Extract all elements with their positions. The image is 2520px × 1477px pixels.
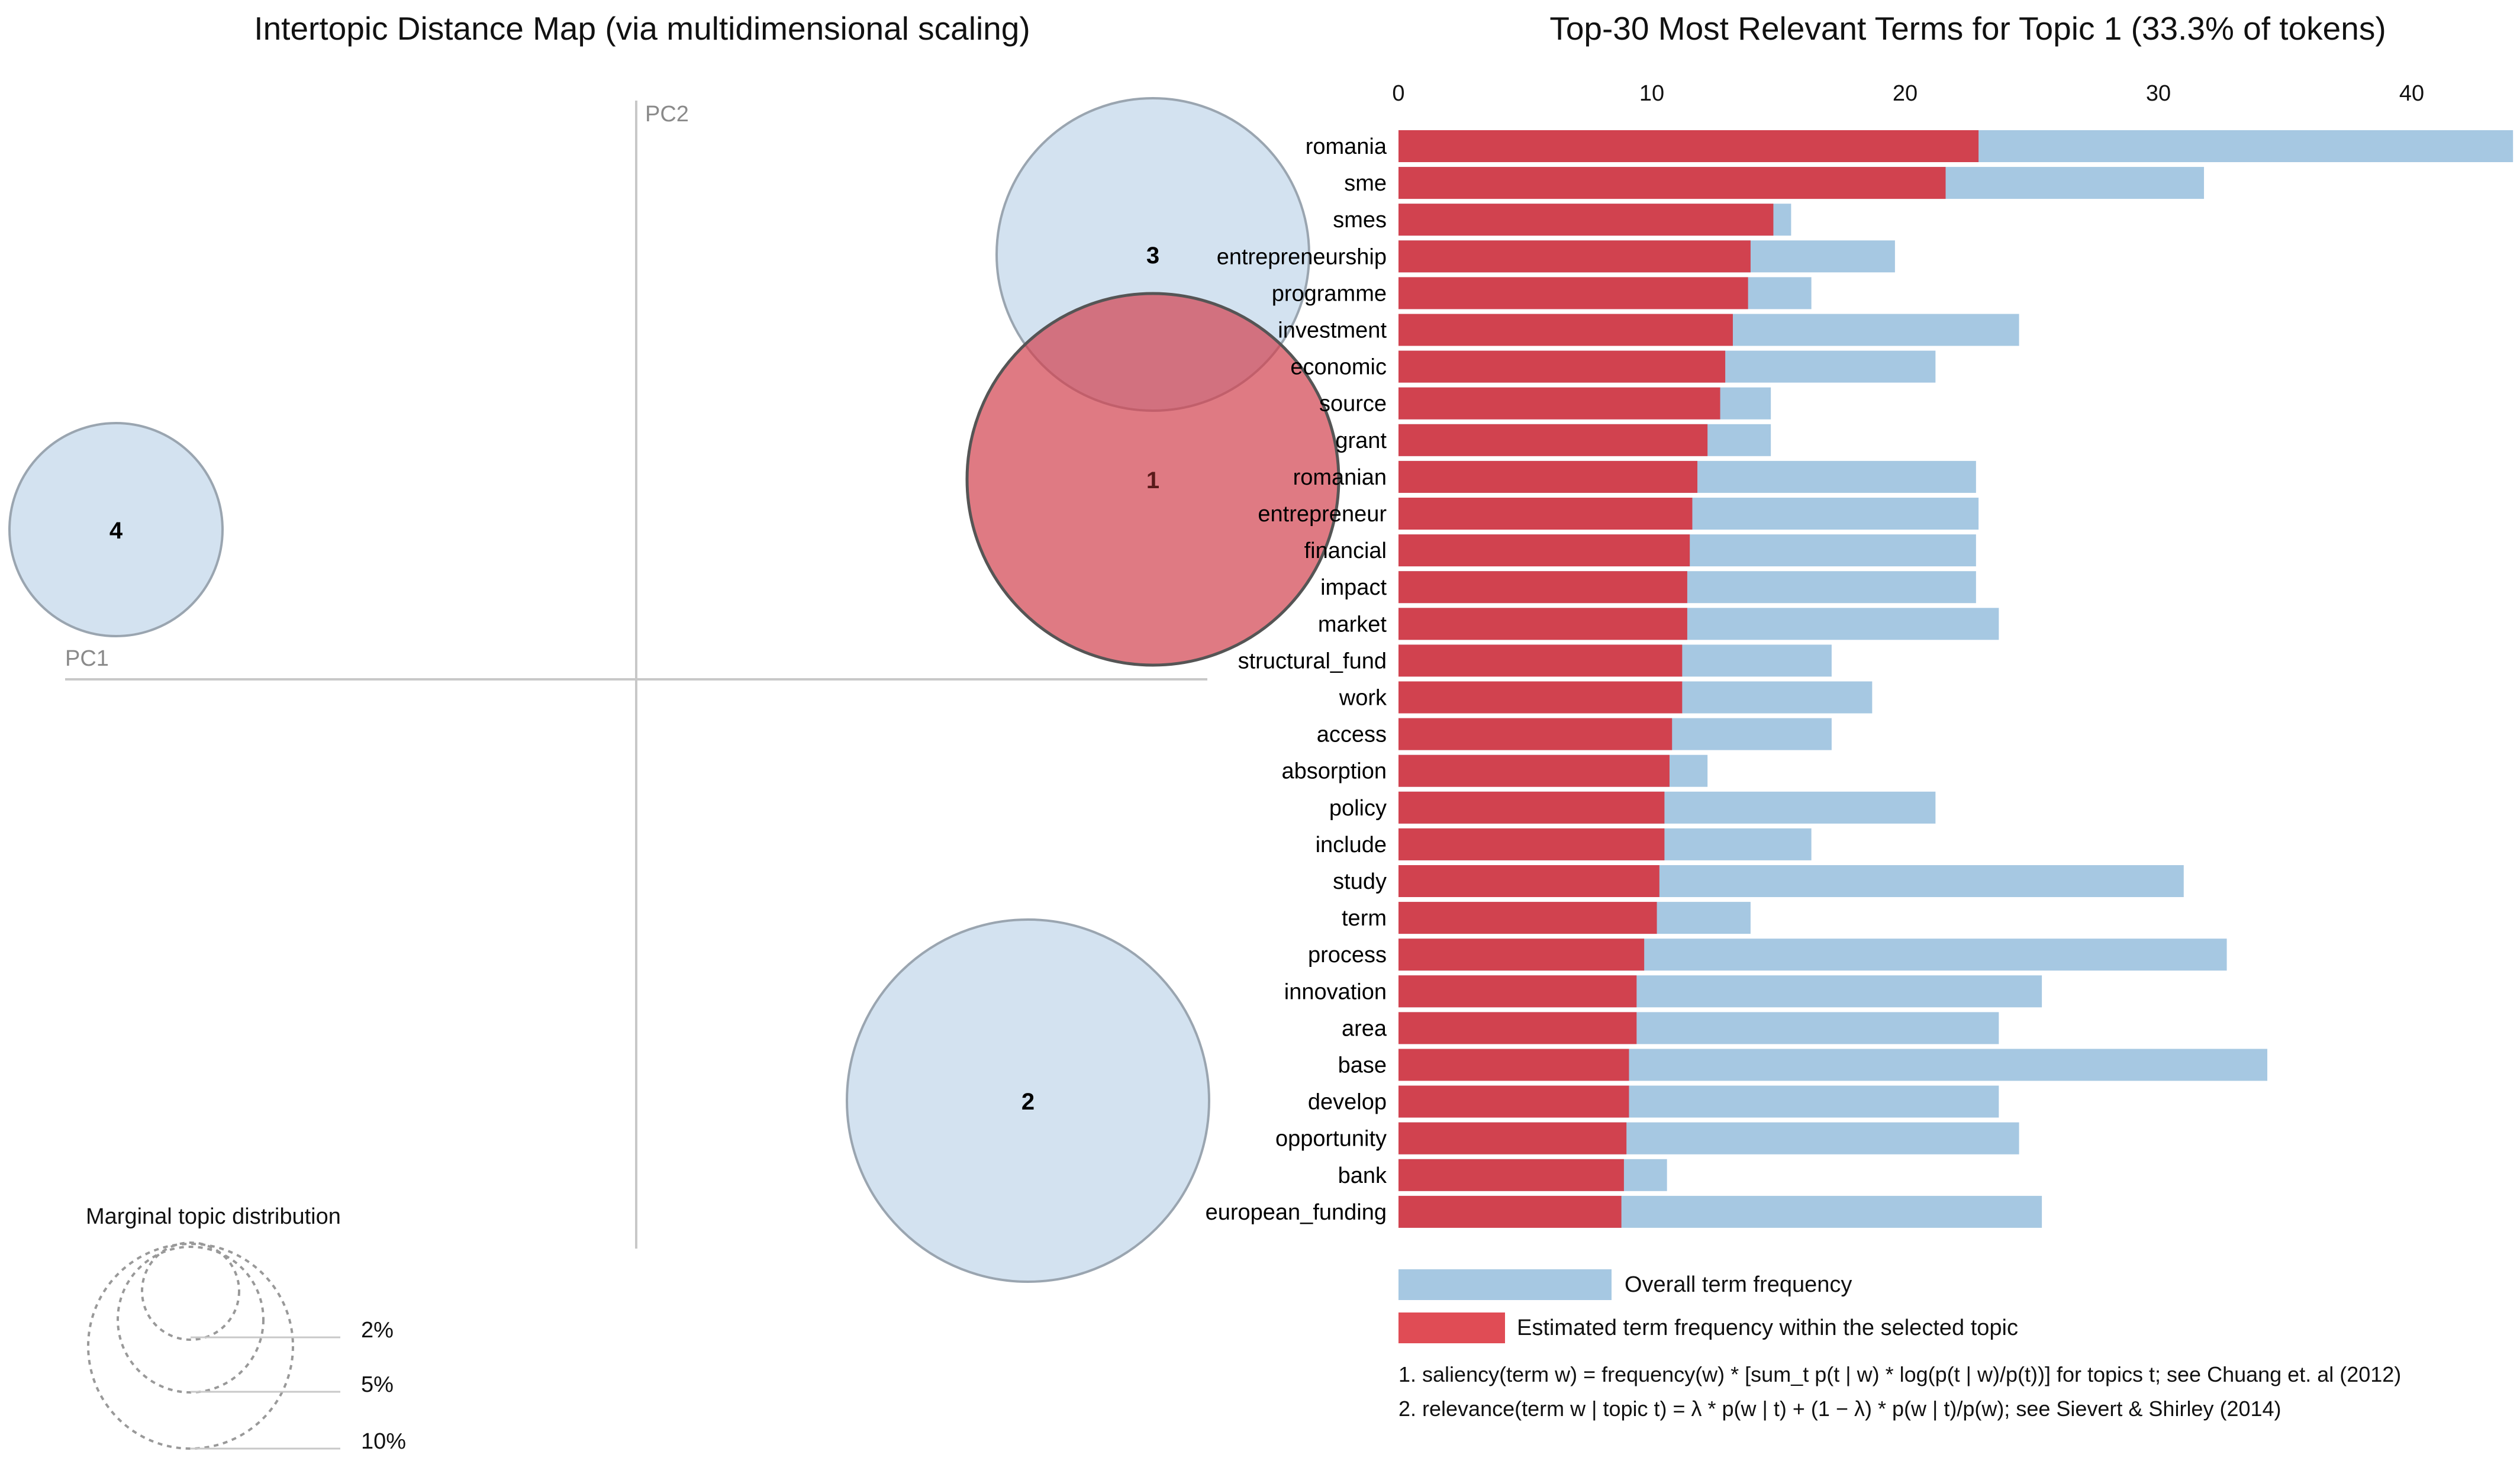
term-label-develop[interactable]: develop [1308, 1090, 1387, 1115]
bar-topic-programme[interactable] [1398, 277, 1748, 309]
term-label-innovation[interactable]: innovation [1284, 979, 1387, 1004]
bar-x-axis: 0 10 20 30 40 [1392, 81, 2424, 106]
term-label-work[interactable]: work [1339, 686, 1387, 711]
bar-topic-area[interactable] [1398, 1012, 1637, 1044]
x-tick-label: 30 [2146, 81, 2171, 106]
bar-topic-entrepreneur[interactable] [1398, 498, 1693, 530]
intertopic-map: Intertopic Distance Map (via multidimens… [8, 10, 1340, 1454]
term-label-entrepreneur[interactable]: entrepreneur [1258, 502, 1387, 527]
term-label-bank[interactable]: bank [1338, 1163, 1387, 1188]
bar-topic-grant[interactable] [1398, 424, 1708, 456]
marginal-label-5pct: 5% [361, 1372, 394, 1397]
marginal-label-10pct: 10% [361, 1429, 406, 1454]
footnote-saliency: 1. saliency(term w) = frequency(w) * [su… [1398, 1362, 2401, 1386]
marginal-circle-5pct [117, 1246, 265, 1394]
term-label-impact[interactable]: impact [1320, 575, 1387, 600]
bar-topic-include[interactable] [1398, 828, 1665, 860]
topic-label-3: 3 [1146, 243, 1159, 269]
bar-topic-study[interactable] [1398, 865, 1659, 897]
bar-topic-policy[interactable] [1398, 791, 1665, 824]
term-label-economic[interactable]: economic [1290, 355, 1387, 380]
term-label-smes[interactable]: smes [1333, 208, 1387, 233]
x-tick-label: 10 [1639, 81, 1664, 106]
term-label-access[interactable]: access [1317, 723, 1387, 747]
term-label-financial[interactable]: financial [1304, 538, 1387, 563]
term-label-policy[interactable]: policy [1329, 796, 1387, 821]
term-label-area[interactable]: area [1342, 1016, 1387, 1041]
bar-topic-work[interactable] [1398, 681, 1683, 714]
bar-legend: Overall term frequency Estimated term fr… [1398, 1269, 2018, 1343]
term-label-entrepreneurship[interactable]: entrepreneurship [1217, 244, 1387, 269]
topic-label-4: 4 [109, 518, 123, 544]
topic-circles: 3 1 2 4 [8, 97, 1340, 1283]
map-title: Intertopic Distance Map (via multidimens… [254, 10, 1030, 47]
marginal-circle-2pct [141, 1241, 240, 1341]
x-tick-label: 40 [2399, 81, 2424, 106]
term-label-investment[interactable]: investment [1278, 318, 1387, 343]
bar-topic-romania[interactable] [1398, 130, 1979, 162]
bar-topic-term[interactable] [1398, 902, 1657, 934]
term-label-programme[interactable]: programme [1272, 281, 1387, 306]
bar-topic-smes[interactable] [1398, 204, 1774, 236]
bar-topic-entrepreneurship[interactable] [1398, 240, 1751, 273]
bar-topic-source[interactable] [1398, 387, 1720, 420]
x-tick-label: 0 [1392, 81, 1404, 106]
pc2-axis-label: PC2 [645, 102, 689, 127]
topic-circle-2[interactable] [846, 918, 1210, 1283]
term-label-european_funding[interactable]: european_funding [1206, 1200, 1387, 1225]
term-label-structural_fund[interactable]: structural_fund [1238, 649, 1387, 673]
bar-topic-investment[interactable] [1398, 314, 1733, 346]
legend-swatch-overall [1398, 1269, 1612, 1300]
term-label-study[interactable]: study [1333, 869, 1387, 894]
bar-topic-absorption[interactable] [1398, 754, 1670, 787]
bar-topic-base[interactable] [1398, 1049, 1629, 1081]
term-label-romanian[interactable]: romanian [1293, 465, 1387, 490]
bar-topic-market[interactable] [1398, 608, 1687, 640]
term-label-sme[interactable]: sme [1344, 171, 1387, 196]
term-label-base[interactable]: base [1338, 1053, 1387, 1078]
legend-label-overall: Overall term frequency [1625, 1272, 1852, 1297]
bar-topic-develop[interactable] [1398, 1085, 1629, 1118]
bar-topic-romanian[interactable] [1398, 460, 1698, 493]
marginal-label-2pct: 2% [361, 1318, 394, 1343]
marginal-circle-10pct [87, 1243, 294, 1450]
term-label-opportunity[interactable]: opportunity [1275, 1127, 1387, 1152]
topic-label-2: 2 [1021, 1089, 1035, 1115]
bar-topic-bank[interactable] [1398, 1159, 1624, 1191]
bar-series [1398, 130, 2513, 1228]
footnote-relevance: 2. relevance(term w | topic t) = λ * p(w… [1398, 1397, 2281, 1421]
marginal-legend-title: Marginal topic distribution [86, 1204, 341, 1229]
pc1-axis-label: PC1 [65, 646, 109, 671]
bar-topic-process[interactable] [1398, 939, 1645, 971]
bar-topic-sme[interactable] [1398, 167, 1946, 199]
legend-label-topic: Estimated term frequency within the sele… [1517, 1315, 2018, 1340]
bar-topic-access[interactable] [1398, 718, 1673, 750]
term-label-term[interactable]: term [1342, 906, 1387, 931]
term-label-include[interactable]: include [1316, 833, 1387, 857]
topic-circle-1[interactable] [965, 292, 1340, 667]
bar-topic-economic[interactable] [1398, 350, 1726, 383]
marginal-distribution-legend: Marginal topic distribution 2% 5% 10% [86, 1204, 406, 1454]
bar-chart-title: Top-30 Most Relevant Terms for Topic 1 (… [1549, 10, 2386, 47]
topic-circle-4[interactable] [8, 422, 224, 637]
term-label-absorption[interactable]: absorption [1282, 759, 1387, 784]
bar-topic-financial[interactable] [1398, 534, 1690, 567]
term-label-grant[interactable]: grant [1335, 428, 1387, 453]
relevant-terms-chart: Top-30 Most Relevant Terms for Topic 1 (… [1206, 10, 2513, 1421]
legend-swatch-topic [1398, 1312, 1505, 1343]
bar-topic-structural_fund[interactable] [1398, 644, 1683, 677]
term-label-market[interactable]: market [1318, 612, 1387, 637]
x-tick-label: 20 [1893, 81, 1918, 106]
term-labels: romania sme smes entrepreneurship programme i… [1206, 134, 1387, 1225]
bar-topic-impact[interactable] [1398, 571, 1687, 604]
bar-topic-opportunity[interactable] [1398, 1122, 1627, 1154]
topic-label-1: 1 [1146, 467, 1159, 494]
term-label-process[interactable]: process [1308, 943, 1387, 968]
term-label-source[interactable]: source [1319, 392, 1387, 417]
bar-topic-european_funding[interactable] [1398, 1195, 1622, 1228]
bar-topic-innovation[interactable] [1398, 975, 1637, 1008]
term-label-romania[interactable]: romania [1306, 134, 1387, 159]
